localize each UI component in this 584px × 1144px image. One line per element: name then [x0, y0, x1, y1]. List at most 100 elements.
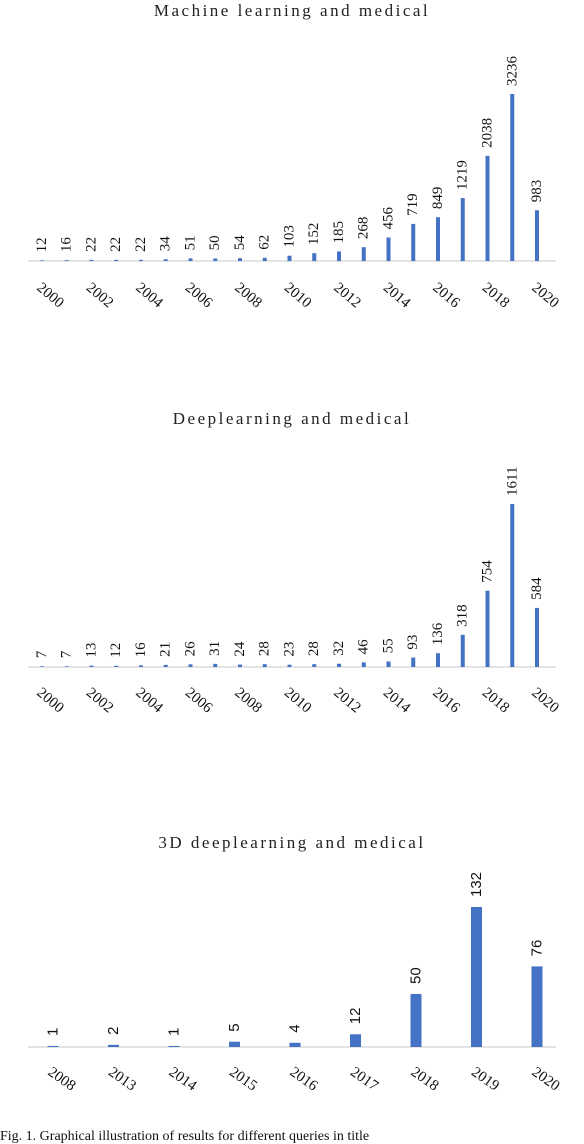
- x-tick-label: 2002: [83, 280, 116, 312]
- bar: [287, 664, 292, 667]
- bar: [436, 653, 440, 667]
- data-label: 1: [166, 1028, 183, 1036]
- data-label: 3236: [504, 56, 520, 87]
- x-tick-label: 2020: [528, 280, 561, 312]
- x-tick-label: 2008: [231, 685, 264, 717]
- x-tick-label: 2006: [182, 280, 216, 312]
- bar: [213, 258, 218, 261]
- bar: [64, 666, 69, 667]
- bar: [114, 259, 119, 261]
- data-label: 7: [59, 650, 75, 658]
- x-tick-label: 2008: [231, 280, 264, 312]
- x-tick-label: 2010: [281, 685, 314, 717]
- bar: [535, 210, 539, 261]
- bar: [510, 94, 515, 261]
- bar: [262, 664, 267, 667]
- data-label: 754: [480, 560, 496, 583]
- x-tick-label: 2013: [105, 1064, 139, 1094]
- x-tick-label: 2000: [33, 685, 66, 717]
- figure-caption: Fig. 1. Graphical illustration of result…: [0, 1129, 369, 1144]
- data-label: 13: [84, 643, 100, 658]
- bar: [229, 1041, 240, 1047]
- x-tick-label: 2016: [429, 685, 463, 717]
- bar: [535, 607, 539, 667]
- bar: [471, 907, 482, 1047]
- data-label: 22: [84, 237, 100, 252]
- data-label: 55: [381, 638, 397, 653]
- bar: [350, 1034, 361, 1047]
- bar: [337, 251, 341, 261]
- data-label: 584: [529, 577, 545, 600]
- bar: [47, 1045, 59, 1047]
- data-label: 849: [430, 187, 446, 210]
- x-tick-label: 2014: [380, 685, 414, 717]
- x-tick-label: 2015: [226, 1064, 260, 1094]
- data-label: 22: [108, 237, 124, 252]
- bar: [168, 1045, 180, 1047]
- x-tick-label: 2014: [380, 280, 414, 312]
- bar: [337, 663, 341, 667]
- bar: [361, 247, 366, 261]
- bar: [188, 258, 193, 261]
- data-label: 26: [183, 641, 199, 657]
- data-label: 46: [356, 639, 372, 655]
- bar: [89, 259, 94, 261]
- data-label: 51: [183, 235, 199, 250]
- data-label: 1219: [455, 160, 471, 190]
- bar: [289, 1042, 301, 1047]
- bar: [89, 665, 94, 667]
- data-label: 719: [405, 193, 421, 216]
- bar: [238, 664, 242, 667]
- x-tick-label: 2010: [281, 280, 314, 312]
- x-tick-label: 2018: [479, 280, 512, 312]
- data-label: 2: [105, 1027, 122, 1035]
- chart-title: Machine learning and medical: [154, 1, 430, 20]
- data-label: 50: [207, 235, 223, 250]
- bar: [312, 664, 317, 667]
- data-label: 185: [331, 221, 347, 244]
- bar: [262, 257, 267, 261]
- data-label: 12: [347, 1008, 364, 1025]
- bar: [386, 237, 391, 261]
- chart-2: Deeplearning and medical 7 7 13 12 16 21 26 31 24…: [28, 409, 562, 717]
- bar: [460, 198, 465, 261]
- bar: [188, 664, 193, 667]
- x-tick-label: 2016: [429, 280, 463, 312]
- bar: [312, 253, 317, 261]
- x-tick-label: 2018: [408, 1064, 442, 1094]
- data-label: 136: [430, 622, 446, 645]
- data-label: 24: [232, 641, 248, 657]
- data-label: 62: [257, 235, 273, 250]
- bar: [436, 217, 440, 261]
- bar: [163, 664, 168, 667]
- bar: [485, 155, 490, 261]
- data-label: 318: [455, 604, 471, 627]
- bar: [40, 666, 44, 667]
- data-label: 16: [59, 237, 75, 253]
- data-label: 12: [108, 643, 124, 658]
- data-label: 268: [356, 217, 372, 240]
- bar: [139, 259, 143, 261]
- data-label: 132: [468, 872, 485, 897]
- x-tick-label: 2020: [528, 685, 561, 717]
- data-label: 1: [45, 1028, 62, 1036]
- bar: [411, 223, 416, 261]
- data-label: 32: [331, 641, 347, 656]
- data-label: 76: [529, 940, 546, 957]
- data-label: 16: [133, 642, 149, 658]
- data-label: 983: [529, 180, 545, 203]
- data-label: 152: [306, 223, 322, 246]
- bar: [510, 504, 515, 667]
- bar: [163, 259, 168, 261]
- x-tick-label: 2016: [287, 1064, 321, 1095]
- x-tick-label: 2012: [330, 685, 363, 717]
- bar: [114, 665, 119, 667]
- bar: [531, 966, 543, 1047]
- x-tick-label: 2019: [468, 1064, 502, 1094]
- x-tick-label: 2004: [132, 280, 166, 312]
- data-label: 2038: [480, 118, 496, 148]
- data-label: 12: [34, 237, 50, 252]
- bar: [485, 590, 490, 667]
